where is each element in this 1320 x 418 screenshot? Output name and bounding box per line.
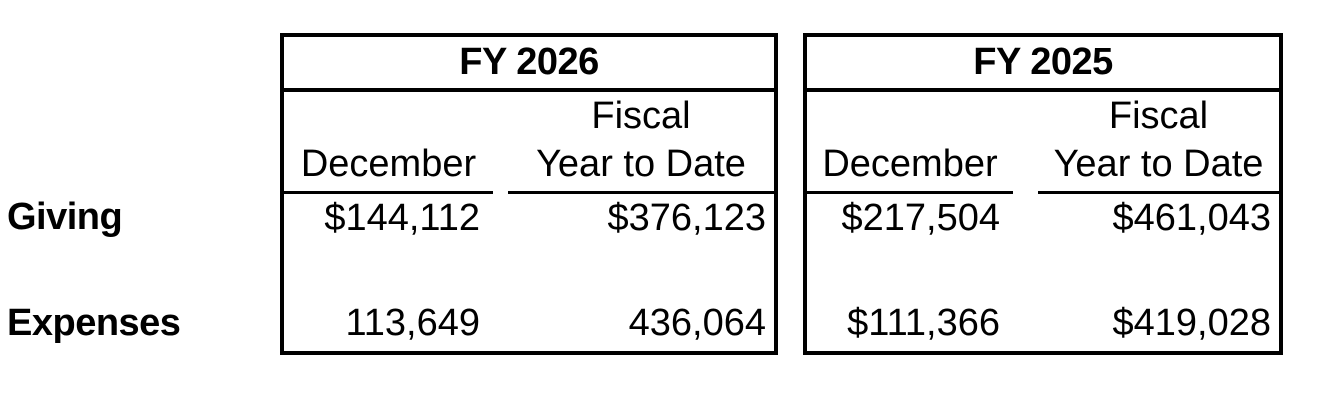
fy2026-column-headers: December Fiscal Year to Date: [284, 92, 774, 194]
fy2026-table: FY 2026 December Fiscal Year to Date $14…: [280, 33, 778, 355]
row-spacer: [284, 243, 774, 296]
fy2026-giving-december-value: $144,112: [324, 196, 480, 239]
fy2026-expenses-row: 113,649 436,064: [284, 296, 774, 351]
fy2026-giving-fiscal-ytd-value: $376,123: [607, 196, 767, 239]
row-label-giving: Giving: [7, 195, 123, 238]
column-gap: [1013, 296, 1038, 351]
fy2025-column-header-december: December: [807, 92, 1013, 194]
fy2026-column-header-december: December: [284, 92, 493, 194]
column-header-line: Fiscal: [591, 95, 691, 137]
column-header-line: December: [822, 143, 998, 185]
fy2025-expenses-row: $111,366 $419,028: [807, 296, 1279, 351]
column-header-line: Year to Date: [536, 143, 746, 185]
fy2026-giving-row: $144,112 $376,123: [284, 193, 774, 243]
fy2025-title: FY 2025: [807, 37, 1279, 92]
fy2026-expenses-fiscal-ytd-value: 436,064: [628, 302, 766, 344]
fy2025-column-header-fiscal-ytd: Fiscal Year to Date: [1038, 92, 1279, 194]
fy2025-expenses-december-value: $111,366: [847, 302, 1000, 344]
fy2025-giving-row: $217,504 $461,043: [807, 193, 1279, 243]
column-header-gap: [1013, 92, 1038, 194]
column-header-line: December: [300, 143, 477, 185]
column-header-line: Year to Date: [1053, 143, 1264, 185]
fy2026-expenses-december-value: 113,649: [345, 302, 480, 344]
fy2026-title: FY 2026: [284, 37, 774, 92]
fy2025-expenses-fiscal-ytd-value: $419,028: [1112, 302, 1272, 344]
fy2025-giving-fiscal-ytd-value: $461,043: [1112, 196, 1272, 239]
column-gap: [1013, 193, 1038, 243]
row-label-expenses: Expenses: [7, 302, 181, 344]
column-header-gap: [493, 92, 508, 194]
column-gap: [493, 296, 508, 351]
column-gap: [493, 193, 508, 243]
fy2025-column-headers: December Fiscal Year to Date: [807, 92, 1279, 194]
column-header-line: Fiscal: [1108, 95, 1209, 137]
fy2025-table: FY 2025 December Fiscal Year to Date $21…: [803, 33, 1283, 355]
fy2025-giving-december-value: $217,504: [841, 196, 1001, 239]
row-spacer: [807, 243, 1279, 296]
fy2026-column-header-fiscal-ytd: Fiscal Year to Date: [508, 92, 774, 194]
